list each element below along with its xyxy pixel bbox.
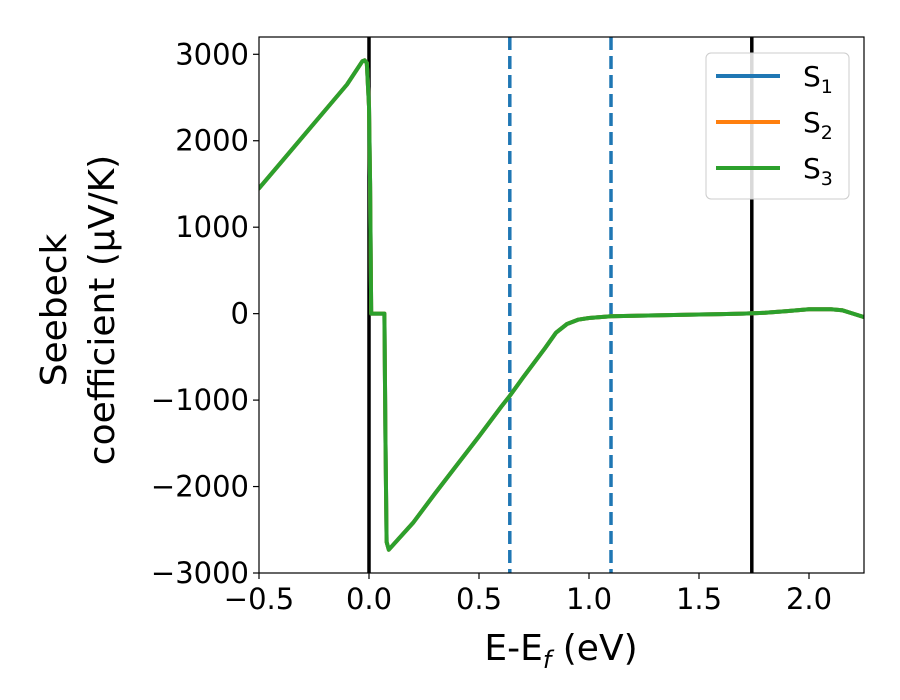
x-tick-label: 1.0 xyxy=(566,582,612,616)
legend: S1 S2 S3 xyxy=(705,52,850,200)
x-axis-title-unit: (eV) xyxy=(551,628,637,669)
plot-frame xyxy=(258,36,865,574)
y-tick-label: 0 xyxy=(231,297,249,331)
x-axis-ticks: −0.5 0.0 0.5 1.0 1.5 2.0 xyxy=(224,573,832,616)
x-tick-label: −0.5 xyxy=(224,582,294,616)
series-lines xyxy=(259,58,864,552)
legend-box xyxy=(705,52,850,200)
y-tick-label: 2000 xyxy=(175,124,249,158)
y-tick-label: −3000 xyxy=(151,556,249,590)
x-tick-label: 0.0 xyxy=(346,582,392,616)
legend-label-1: S1 xyxy=(803,60,833,98)
x-axis-title: E-Ef (eV) xyxy=(484,628,637,674)
y-tick-label: 3000 xyxy=(175,37,249,71)
x-axis-title-main: E-E xyxy=(484,628,542,669)
reference-lines xyxy=(367,37,754,573)
y-axis-title-line1: Seebeck xyxy=(34,233,75,386)
y-tick-label: −1000 xyxy=(151,383,249,417)
y-axis-title: Seebeck coefficient (μV/K) xyxy=(34,155,123,465)
x-tick-label: 0.5 xyxy=(456,582,502,616)
y-tick-label: 1000 xyxy=(175,210,249,244)
y-axis-title-line2: coefficient (μV/K) xyxy=(82,155,123,465)
x-tick-label: 2.0 xyxy=(786,582,832,616)
legend-label-3: S3 xyxy=(803,152,833,190)
x-tick-label: 1.5 xyxy=(676,582,722,616)
y-tick-label: −2000 xyxy=(151,470,249,504)
series-line-3 xyxy=(259,58,864,552)
y-axis-ticks: −3000 −2000 −1000 0 1000 2000 3000 xyxy=(151,37,259,590)
legend-label-2: S2 xyxy=(803,106,833,144)
